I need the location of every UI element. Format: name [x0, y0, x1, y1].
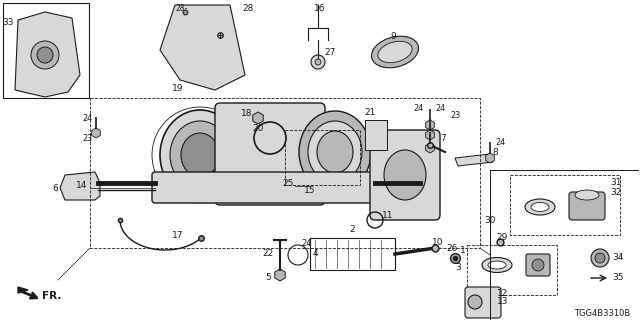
Bar	[365, 120, 387, 150]
Text: 20: 20	[252, 124, 264, 132]
Circle shape	[315, 59, 321, 65]
Text: 5: 5	[265, 274, 271, 283]
Text: 28: 28	[243, 4, 253, 12]
Text: 6: 6	[52, 183, 58, 193]
Text: 23: 23	[82, 133, 92, 142]
Text: 2: 2	[349, 225, 355, 234]
Circle shape	[591, 249, 609, 267]
Text: 4: 4	[312, 249, 318, 258]
Ellipse shape	[378, 41, 412, 63]
Text: 7: 7	[440, 133, 446, 142]
Ellipse shape	[488, 261, 506, 269]
Text: 18: 18	[241, 108, 253, 117]
FancyBboxPatch shape	[526, 254, 550, 276]
FancyBboxPatch shape	[569, 192, 605, 220]
Bar	[510, 175, 620, 235]
Ellipse shape	[482, 258, 512, 273]
Ellipse shape	[181, 133, 219, 177]
Circle shape	[595, 253, 605, 263]
Bar	[285, 130, 360, 185]
Ellipse shape	[575, 190, 599, 200]
Bar	[310, 238, 395, 270]
Text: 11: 11	[382, 211, 394, 220]
Text: FR.: FR.	[42, 291, 61, 301]
Text: 21: 21	[364, 108, 376, 116]
Ellipse shape	[170, 121, 230, 189]
Text: 14: 14	[76, 180, 88, 189]
Bar	[467, 245, 557, 295]
Text: 13: 13	[497, 298, 509, 307]
Circle shape	[37, 47, 53, 63]
Circle shape	[31, 41, 59, 69]
Text: 9: 9	[390, 31, 396, 41]
Text: 22: 22	[262, 249, 274, 258]
Circle shape	[532, 259, 544, 271]
Text: 19: 19	[172, 84, 184, 92]
Text: 26: 26	[446, 244, 458, 252]
Text: 10: 10	[432, 237, 444, 246]
Text: 24: 24	[301, 238, 312, 247]
FancyBboxPatch shape	[215, 103, 325, 205]
Polygon shape	[160, 5, 245, 90]
Text: 24: 24	[413, 103, 423, 113]
Text: 24: 24	[82, 114, 92, 123]
Ellipse shape	[384, 150, 426, 200]
Text: 34: 34	[612, 253, 624, 262]
Ellipse shape	[531, 203, 549, 212]
Text: 32: 32	[611, 188, 622, 196]
Polygon shape	[455, 154, 493, 166]
Text: 24: 24	[495, 138, 505, 147]
Text: 27: 27	[324, 47, 336, 57]
Text: 17: 17	[172, 230, 184, 239]
Ellipse shape	[525, 199, 555, 215]
Ellipse shape	[160, 110, 240, 200]
Text: 31: 31	[611, 178, 622, 187]
Bar	[3, 3, 89, 98]
FancyBboxPatch shape	[370, 130, 440, 220]
Polygon shape	[15, 12, 80, 97]
Circle shape	[311, 55, 325, 69]
Text: 1: 1	[460, 245, 466, 254]
Text: 12: 12	[497, 289, 509, 298]
Text: 25: 25	[282, 179, 294, 188]
Text: 29: 29	[496, 233, 508, 242]
Bar	[90, 98, 480, 248]
FancyBboxPatch shape	[465, 287, 501, 318]
Text: 23: 23	[450, 110, 460, 119]
Text: 3: 3	[455, 263, 461, 273]
Text: 28-: 28-	[175, 4, 188, 12]
Ellipse shape	[317, 131, 353, 173]
Polygon shape	[18, 287, 28, 293]
Text: 15: 15	[304, 186, 316, 195]
Ellipse shape	[299, 111, 371, 193]
Circle shape	[468, 295, 482, 309]
Ellipse shape	[371, 36, 419, 68]
Text: TGG4B3310B: TGG4B3310B	[573, 308, 630, 317]
Text: 16: 16	[314, 4, 326, 12]
Text: 33: 33	[3, 18, 13, 27]
Polygon shape	[60, 172, 100, 200]
Ellipse shape	[308, 121, 362, 183]
Text: 24: 24	[435, 103, 445, 113]
Text: 30: 30	[484, 215, 496, 225]
FancyBboxPatch shape	[152, 172, 378, 203]
Text: 8: 8	[492, 148, 498, 156]
Text: 35: 35	[612, 274, 624, 283]
